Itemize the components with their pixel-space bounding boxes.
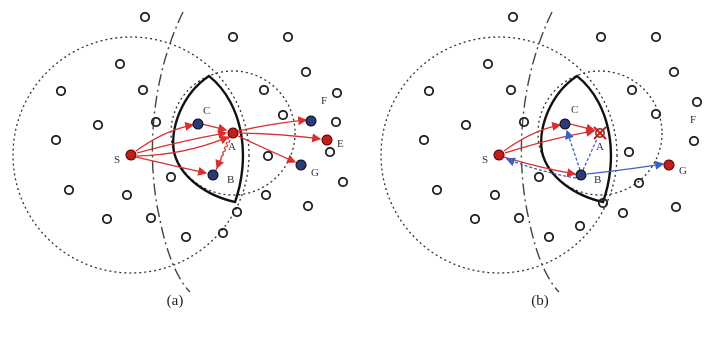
arrow-s-c (503, 121, 562, 152)
label-f: F (690, 114, 696, 126)
label-s: S (482, 154, 488, 166)
arrow-a-g (237, 135, 297, 163)
arrow-c-a (569, 123, 596, 133)
node-b (207, 169, 219, 181)
label-a: A (228, 141, 236, 153)
label-c: C (571, 104, 578, 116)
arrow-b-a (215, 139, 231, 171)
node-g (295, 159, 307, 171)
label-b: B (594, 174, 601, 186)
node-b (575, 169, 587, 181)
arrow-b-s (505, 157, 577, 179)
node-e (321, 134, 333, 146)
lens-region (172, 74, 245, 204)
node-c (559, 118, 571, 130)
label-s: S (114, 154, 120, 166)
label-g: G (311, 167, 319, 179)
node-f (305, 115, 317, 127)
caption-a: (a) (167, 293, 184, 309)
panel-b: S C A B F G (b) (380, 11, 703, 309)
label-c: C (203, 105, 210, 117)
arrow-a-e (238, 132, 322, 143)
arrow-b-a (582, 138, 598, 171)
background-nodes (418, 11, 703, 243)
arrow-b-g (586, 160, 665, 175)
label-b: B (227, 174, 234, 186)
node-s (125, 149, 137, 161)
label-e: E (337, 138, 344, 150)
arrow-s-c (135, 121, 195, 152)
label-f: F (321, 95, 327, 107)
node-a (227, 127, 239, 139)
arrow-a-f (237, 116, 308, 132)
label-g: G (679, 165, 687, 177)
blue-arrows-b (505, 129, 665, 179)
red-arrows-a (135, 116, 322, 176)
node-c (192, 118, 204, 130)
coverage-circle-s (12, 36, 250, 274)
label-a: A (596, 141, 604, 153)
arrow-s-a (136, 129, 228, 154)
boundary-curve (520, 11, 560, 293)
arrow-s-b (503, 156, 577, 178)
arrow-s-b (135, 156, 208, 176)
coverage-circle-a (170, 70, 296, 196)
lens-region (540, 74, 613, 204)
caption-b: (b) (531, 293, 549, 309)
arrow-c-a (201, 123, 228, 133)
arrow-b-c (565, 129, 581, 171)
coverage-circle-a (537, 70, 663, 196)
arrow-s-a-lower (136, 135, 230, 157)
node-s (493, 149, 505, 161)
boundary-curve (151, 11, 191, 293)
background-nodes (50, 11, 349, 243)
coverage-circle-s (380, 36, 618, 274)
node-a-failed (593, 126, 607, 140)
panel-a: S C A B F E G (a) (12, 11, 349, 309)
node-g (663, 159, 675, 171)
